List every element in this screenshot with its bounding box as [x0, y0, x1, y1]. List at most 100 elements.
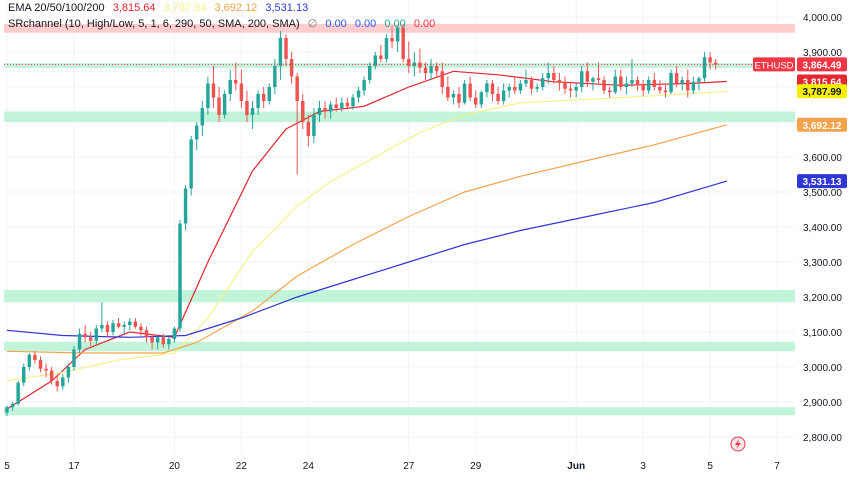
candle-body [88, 337, 93, 341]
candle-body [222, 94, 227, 115]
candle-body [122, 325, 126, 327]
candle-body [328, 104, 333, 112]
x-tick-label: 17 [68, 461, 80, 472]
candle-body [440, 71, 444, 87]
candle-body [501, 90, 506, 101]
y-tick-label: 3,300.00 [803, 258, 842, 269]
candle-body [535, 87, 539, 89]
candle-body [27, 354, 32, 367]
candle-body [116, 323, 121, 327]
candle-body [206, 83, 210, 108]
candle-body [585, 71, 590, 82]
candle-body [194, 125, 199, 140]
candle-body [485, 83, 489, 93]
candle-body [691, 81, 696, 91]
candle-body [301, 101, 305, 122]
candle-body [77, 333, 82, 350]
candle-body [83, 333, 87, 338]
candle-body [546, 73, 551, 79]
hidden-eye-icon[interactable]: ∅ [307, 18, 318, 30]
candle-body [513, 87, 517, 91]
candle-body [529, 80, 534, 89]
candle-body [245, 101, 249, 115]
candle-body [256, 94, 260, 108]
x-tick-label: 5 [707, 461, 713, 472]
price-label-bg [797, 84, 847, 99]
candle-body [16, 382, 20, 404]
srchannel-legend[interactable]: SRchannel (10, High/Low, 5, 1, 6, 290, 5… [8, 17, 440, 30]
y-tick-label: 3,500.00 [803, 188, 842, 199]
candle-body [462, 83, 467, 103]
candle-body [323, 108, 327, 112]
candle-body [44, 368, 48, 371]
candle-body [524, 80, 528, 84]
candle-body [613, 76, 617, 93]
candle-body [373, 55, 378, 66]
price-label: 3,815.64 [803, 78, 842, 89]
sr-zone [4, 63, 795, 68]
candle-body [340, 102, 344, 108]
sr-zone [4, 111, 795, 122]
candle-body [708, 57, 712, 63]
x-tick-label: 7 [774, 461, 780, 472]
candle-body [518, 83, 523, 91]
candle-body [663, 90, 668, 93]
candle-body [239, 83, 244, 101]
candle-body [189, 139, 193, 189]
candle-body [390, 38, 394, 42]
x-tick-label: 20 [169, 461, 181, 472]
ema-legend[interactable]: EMA 20/50/100/200 3,815.64 3,787.94 3,69… [8, 2, 313, 14]
x-tick-label: 5 [4, 461, 10, 472]
candle-body [669, 73, 673, 93]
candle-body [652, 80, 657, 87]
candle-body [619, 76, 623, 87]
srchannel-value-3: 0.00 [384, 18, 406, 30]
candle-body [139, 326, 143, 331]
candle-body [686, 80, 690, 91]
candle-body [22, 367, 26, 383]
candle-body [228, 80, 232, 94]
candle-body [474, 97, 478, 105]
candle-body [10, 403, 15, 408]
candle-body [49, 370, 54, 381]
candle-body [624, 83, 629, 87]
ema-50-value: 3,787.94 [163, 2, 207, 14]
candle-body [38, 360, 43, 369]
candle-body [172, 328, 177, 339]
sr-zone [4, 407, 795, 416]
price-label-bg [797, 57, 847, 72]
candle-body [155, 337, 160, 343]
ema-100-value: 3,692.12 [214, 2, 258, 14]
candle-body [278, 38, 283, 66]
candle-body [540, 78, 545, 87]
candle-body [33, 354, 37, 360]
candle-body [596, 78, 601, 80]
x-tick-label: Jun [567, 461, 585, 472]
candle-body [552, 73, 556, 80]
candle-body [658, 87, 662, 91]
price-label-bg [797, 174, 847, 189]
x-tick-label: 24 [303, 461, 315, 472]
candle-body [418, 62, 422, 68]
candle-body [407, 59, 411, 66]
candle-body [446, 87, 450, 98]
candle-body [161, 337, 165, 345]
symbol-label[interactable]: ETHUSD [754, 60, 793, 71]
candle-body [412, 62, 417, 66]
candle-body [367, 66, 372, 80]
y-tick-label: 2,900.00 [803, 398, 842, 409]
candle-body [635, 80, 640, 86]
candle-body [574, 87, 578, 91]
candle-body [72, 349, 76, 367]
ema-line [6, 124, 727, 354]
candle-body [217, 97, 221, 115]
x-tick-label: 3 [640, 461, 646, 472]
ema-line [6, 90, 727, 382]
y-tick-label: 3,600.00 [803, 153, 842, 164]
candle-body [379, 55, 383, 59]
y-tick-label: 4,000.00 [803, 13, 842, 24]
symbol-label-bg [753, 57, 795, 72]
candle-body [133, 321, 138, 327]
candle-body [234, 80, 238, 84]
